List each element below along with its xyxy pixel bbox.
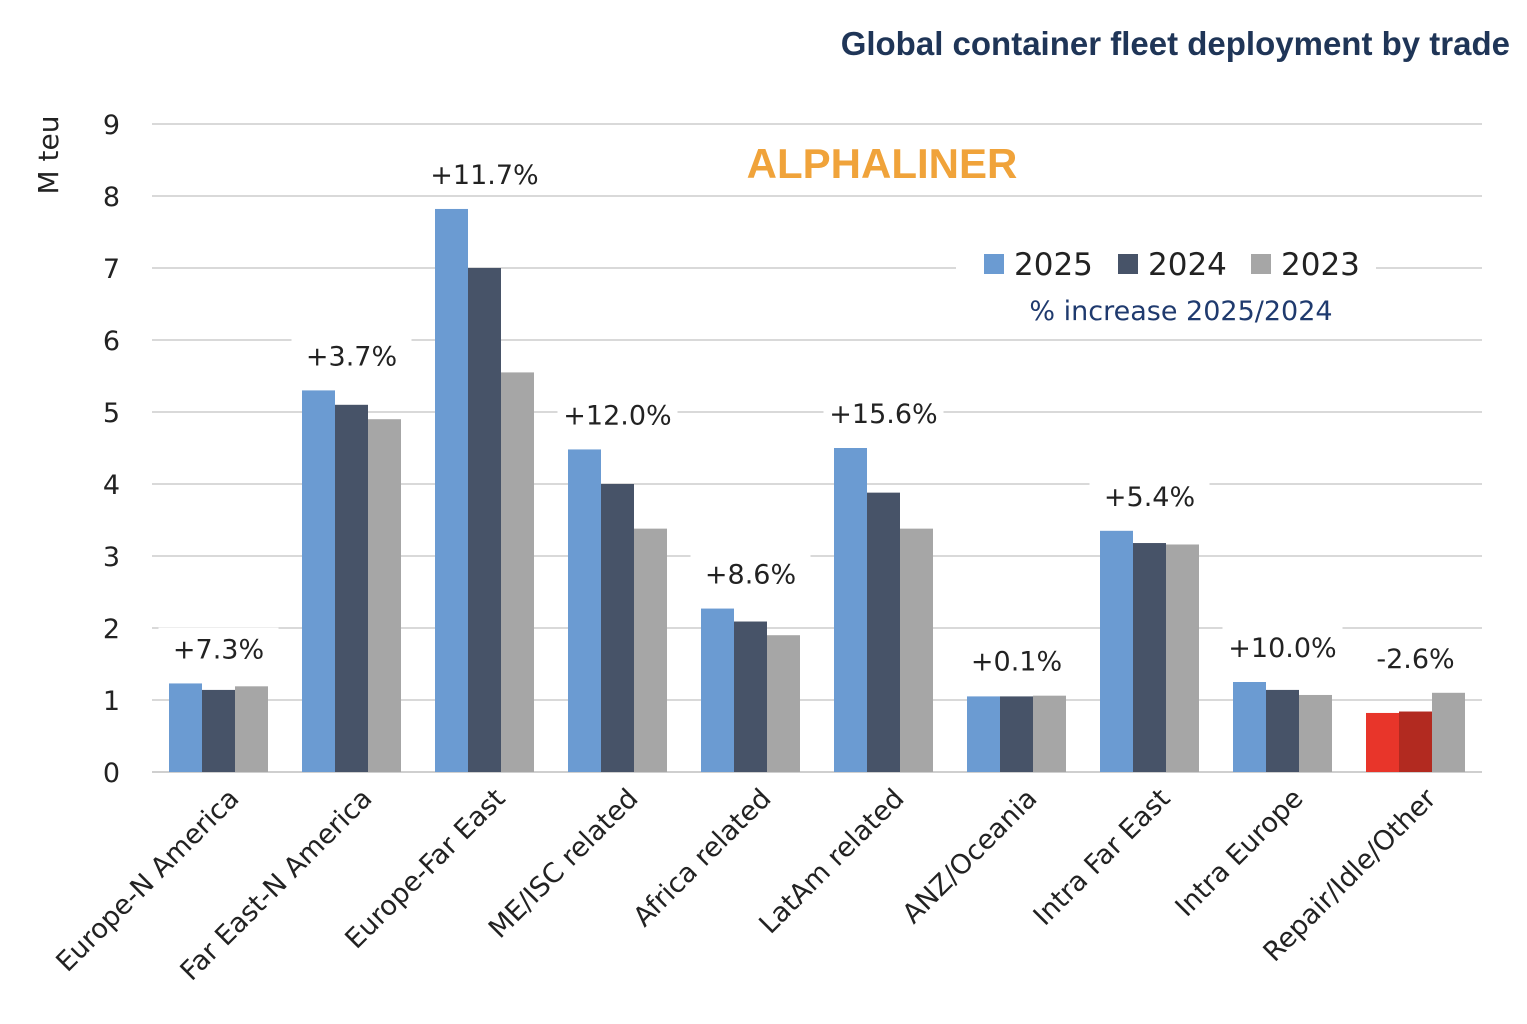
bar-2024	[468, 268, 501, 772]
bar-2025	[169, 683, 202, 772]
pct-label: +12.0%	[563, 400, 671, 431]
bar-2025	[568, 449, 601, 772]
bar-2023	[501, 372, 534, 772]
bar-2024	[734, 621, 767, 772]
legend-note-bg	[1010, 292, 1352, 330]
pct-label-bg	[557, 393, 678, 434]
category-label: LatAm related	[753, 783, 910, 940]
pct-label-bg	[158, 627, 279, 668]
pct-label-bg	[956, 639, 1077, 680]
legend-swatch-2024	[1118, 254, 1138, 274]
bar-2024	[1000, 696, 1033, 772]
y-axis-label: M teu	[32, 115, 65, 194]
category-label: Intra Far East	[1028, 783, 1177, 932]
alphaliner-logo: ALPHALINER	[747, 140, 1018, 187]
bar-2023	[1166, 544, 1199, 772]
bar-2024	[1266, 689, 1299, 772]
bar-2024	[1399, 711, 1432, 772]
bar-2024	[867, 492, 900, 772]
y-axis-ticks: 0 1 2 3 4 5 6 7 8 9	[103, 110, 120, 789]
y-tick-label: 8	[103, 182, 120, 213]
legend-swatch-2025	[984, 254, 1004, 274]
bar-2025	[1233, 682, 1266, 772]
bar-2025	[701, 608, 734, 772]
bar-2023	[1033, 695, 1066, 772]
pct-label: +8.6%	[705, 560, 796, 591]
pct-label-bg	[1089, 474, 1210, 515]
pct-label-bg	[1222, 626, 1343, 666]
bar-2024	[202, 689, 235, 772]
bar-2023	[368, 419, 401, 772]
pct-label: +10.0%	[1228, 633, 1336, 664]
bar-2024	[335, 404, 368, 772]
pct-label: +0.1%	[971, 647, 1062, 678]
y-tick-label: 9	[103, 110, 120, 141]
bar-2023	[1432, 692, 1465, 772]
bar-2023	[1299, 694, 1332, 772]
category-label: Africa related	[627, 783, 777, 933]
pct-label: +3.7%	[306, 341, 397, 372]
bar-2025	[967, 696, 1000, 772]
pct-label-bg	[690, 552, 811, 593]
y-tick-label: 5	[103, 398, 120, 429]
pct-label: -2.6%	[1376, 644, 1454, 675]
legend-label-2024: 2024	[1148, 247, 1227, 283]
bar-2023	[900, 528, 933, 772]
category-label: Intra Europe	[1170, 783, 1310, 923]
bar-2025	[834, 448, 867, 772]
bar-2023	[235, 686, 268, 772]
y-tick-label: 1	[103, 686, 120, 717]
bar-2025	[302, 390, 335, 772]
bar-2023	[634, 528, 667, 772]
category-label: ANZ/Oceania	[897, 783, 1044, 930]
pct-label-bg	[1355, 636, 1476, 677]
y-tick-label: 4	[103, 470, 120, 501]
y-tick-label: 0	[103, 758, 120, 789]
bars	[169, 208, 1465, 772]
y-tick-label: 3	[103, 542, 120, 573]
pct-label: +5.4%	[1104, 482, 1195, 513]
bar-2025	[1366, 712, 1399, 772]
bar-2024	[601, 484, 634, 772]
pct-label-bg	[424, 152, 545, 193]
y-tick-label: 2	[103, 614, 120, 645]
legend-note: % increase 2025/2024	[1029, 296, 1332, 327]
pct-label: +15.6%	[829, 399, 937, 430]
legend: 2025 2024 2023	[956, 240, 1376, 330]
bar-2023	[767, 635, 800, 772]
legend-label-2023: 2023	[1281, 247, 1360, 283]
legend-swatch-2023	[1251, 254, 1271, 274]
pct-label: +11.7%	[430, 160, 538, 191]
y-tick-label: 6	[103, 326, 120, 357]
pct-label: +7.3%	[173, 634, 264, 665]
legend-label-2025: 2025	[1014, 247, 1093, 283]
pct-label-bg	[291, 334, 412, 375]
bar-2025	[435, 208, 468, 772]
pct-label-bg	[823, 392, 944, 432]
legend-bg	[956, 240, 1376, 292]
bar-2024	[1133, 543, 1166, 772]
chart-title: Global container fleet deployment by tra…	[841, 25, 1510, 62]
percent-labels: +7.3% +3.7% +11.7% +12.0% +8.6% +15.6% +0.1% +5…	[158, 152, 1476, 680]
y-tick-label: 7	[103, 254, 120, 285]
bar-2025	[1100, 530, 1133, 772]
